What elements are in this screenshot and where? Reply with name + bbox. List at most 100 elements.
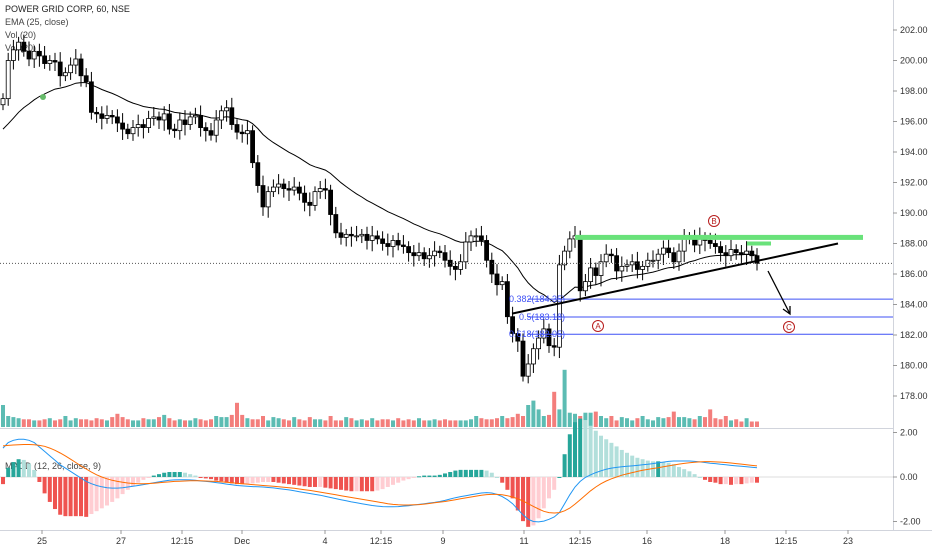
volume-bar [729,420,733,427]
volume-bar [37,420,42,427]
time-tick-label: 25 [37,536,47,546]
macd-histogram-bar [229,477,234,484]
candle-body [645,259,651,267]
macd-histogram-bar [453,470,458,477]
candle-body [78,58,84,77]
volume-bar [573,413,577,427]
price-tick-label: 182.00 [900,330,928,340]
volume-bar [687,418,692,427]
volume-bar [593,411,598,427]
macd-histogram-bar [479,469,484,477]
volume-bar [11,417,16,427]
macd-histogram-bar [271,477,276,482]
macd-histogram-bar [635,457,640,477]
candle-body [47,60,53,64]
volume-bar [474,416,479,427]
macd-histogram-bar [640,459,645,477]
macd-histogram-bar [697,477,702,478]
macd-histogram-bar [58,477,63,515]
candle-body [416,252,422,257]
macd-histogram-bar [47,477,52,502]
candle-body [468,235,474,243]
macd-histogram-bar [500,477,505,483]
ema-legend[interactable]: EMA (25, close) [5,17,69,27]
candle-body [140,124,146,129]
volume-bar [354,420,359,427]
candle-body [713,243,718,247]
volume-bar [536,409,541,427]
macd-histogram-bar [432,475,437,477]
candle-body [546,328,552,347]
candle-body [192,115,198,118]
volume-bar [718,419,723,427]
candle-body [276,183,282,188]
price-tick-label: 198.00 [900,86,928,96]
volume-bar [27,419,31,427]
candle-body [515,333,521,342]
volume-bar [619,417,624,427]
macd-histogram-bar [427,475,432,477]
candle-body [234,124,240,133]
macd-histogram-bar [489,472,494,477]
macd-histogram-bar [11,462,16,477]
macd-histogram-bar [645,460,650,477]
candle-body [130,127,136,135]
macd-histogram-bar [209,477,213,480]
macd-histogram-bar [463,469,468,477]
macd-histogram-bar [53,477,57,510]
candle-body [281,183,287,189]
macd-legend[interactable]: MACD (12, 26, close, 9) [5,461,102,471]
volume-bar [427,420,432,427]
volume-bar [697,416,702,427]
volume-bar [479,418,484,427]
volume-bar [692,419,697,427]
price-tick-label: 202.00 [900,25,928,35]
candle-body [749,250,755,257]
volume-bar [448,420,453,427]
chart-title: POWER GRID CORP, 60, NSE [5,4,130,14]
volume-bar [365,420,369,427]
volume-bar [89,420,94,427]
candle-body [624,264,630,267]
macd-tick-label: 2.00 [900,428,918,438]
candle-body [135,124,141,129]
fib-level-label: 0.382(184.35) [509,294,565,304]
volume-bar [276,418,281,427]
time-tick-label: 12:15 [775,536,798,546]
macd-histogram-bar [588,425,593,477]
macd-histogram-bar [21,459,26,477]
volume-bar [396,418,401,427]
volume-bar [495,418,499,427]
volume-bar [198,419,203,427]
candle-body [63,72,68,77]
price-tick-label: 190.00 [900,208,928,218]
price-tick-label: 186.00 [900,269,928,279]
candle-body [338,232,344,238]
candle-body [676,250,682,263]
volume-bar [723,416,728,427]
macd-histogram-bar [73,477,78,517]
macd-histogram-bar [401,477,406,481]
macd-histogram-bar [167,472,172,477]
volume-bar [755,421,759,427]
macd-histogram-bar [734,477,739,485]
macd-histogram-bar [619,449,624,477]
macd-histogram-bar [177,472,182,477]
macd-histogram-bar [437,474,442,477]
volume-bar [453,420,458,427]
volume-bar [219,417,224,427]
volume-legend-1[interactable]: Vol (20) [5,30,37,40]
candle-body [203,127,209,132]
macd-histogram-bar [380,477,385,490]
candle-body [671,252,677,263]
volume-bar [99,419,104,427]
candle-body [354,235,360,238]
volume-bar [417,418,421,427]
candle-body [541,328,547,339]
volume-bar [531,400,536,427]
candle-body [250,130,256,164]
volume-bar [79,419,83,427]
volume-bar [21,419,26,427]
macd-histogram-bar [359,477,364,492]
